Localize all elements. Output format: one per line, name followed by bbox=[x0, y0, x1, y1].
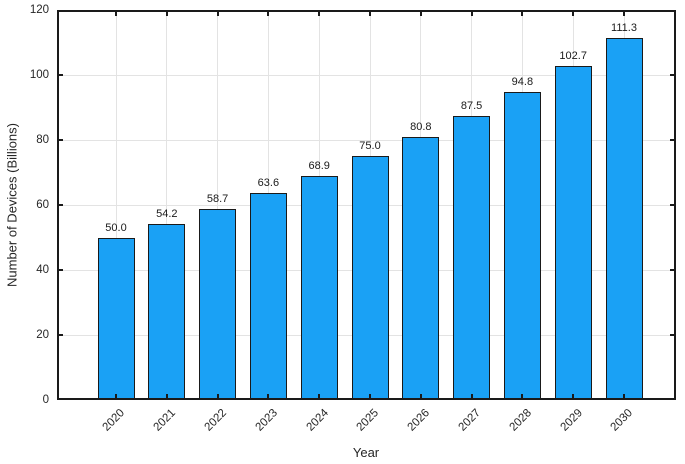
bar-value-label: 68.9 bbox=[308, 160, 330, 173]
x-axis-tick-bottom bbox=[521, 394, 524, 400]
bar-value-label: 111.3 bbox=[611, 22, 637, 35]
plot-area: 50.0 54.2 58.7 63.6 68.9 75.0 80.8 87.5 94.8 102.… bbox=[57, 10, 676, 400]
x-axis-tick-bottom bbox=[115, 394, 117, 400]
y-axis-tick-left bbox=[57, 334, 63, 336]
y-axis-tick-left bbox=[57, 204, 63, 206]
x-tick-label: 2029 bbox=[558, 407, 585, 434]
x-axis-tick-top bbox=[216, 10, 219, 16]
x-tick-label: 2025 bbox=[354, 407, 382, 434]
y-axis-tick-left bbox=[57, 139, 63, 141]
bar bbox=[503, 91, 541, 400]
x-tick-label: 2024 bbox=[304, 407, 331, 434]
bar bbox=[554, 66, 592, 400]
x-tick-label: 2020 bbox=[100, 407, 128, 434]
vertical-gridline bbox=[115, 10, 117, 400]
x-axis-tick-top bbox=[267, 10, 270, 16]
x-axis-tick-top bbox=[623, 10, 625, 16]
x-axis-tick-bottom bbox=[165, 394, 168, 400]
x-axis-tick-bottom bbox=[419, 394, 422, 400]
bar-value-label: 63.6 bbox=[257, 177, 280, 190]
y-axis-tick-right bbox=[670, 334, 676, 336]
bar bbox=[199, 209, 237, 400]
bar bbox=[148, 223, 186, 400]
x-axis-title: Year bbox=[352, 445, 380, 460]
x-tick-label: 2027 bbox=[456, 407, 484, 434]
x-axis-tick-bottom bbox=[267, 394, 270, 400]
bar-value-label: 87.5 bbox=[460, 99, 483, 112]
vertical-gridline bbox=[166, 10, 168, 400]
bar bbox=[300, 176, 338, 400]
y-axis-tick-right bbox=[670, 204, 676, 206]
y-axis-tick-right bbox=[670, 74, 676, 76]
y-tick-label: 60 bbox=[36, 199, 49, 211]
bar bbox=[351, 156, 389, 400]
x-axis-tick-top bbox=[318, 10, 321, 16]
x-axis-tick-bottom bbox=[470, 394, 473, 400]
x-axis-tick-bottom bbox=[623, 394, 625, 400]
bar-value-label: 58.7 bbox=[206, 193, 229, 206]
bar bbox=[249, 193, 287, 400]
y-axis-tick-left bbox=[57, 269, 63, 271]
bar bbox=[402, 137, 440, 400]
x-tick-label: 2028 bbox=[507, 407, 534, 434]
vertical-gridline bbox=[217, 10, 219, 400]
x-axis-tick-bottom bbox=[216, 394, 219, 400]
horizontal-gridline bbox=[57, 139, 676, 141]
y-axis-tick-right bbox=[670, 139, 676, 141]
x-axis-tick-top bbox=[419, 10, 422, 16]
x-axis-tick-top bbox=[470, 10, 473, 16]
horizontal-gridline bbox=[57, 74, 676, 76]
x-axis-tick-bottom bbox=[572, 394, 575, 400]
y-tick-label: 120 bbox=[29, 4, 49, 16]
bar-value-label: 102.7 bbox=[559, 50, 587, 63]
y-axis-tick-right bbox=[670, 269, 676, 271]
x-axis-tick-top bbox=[165, 10, 168, 16]
x-axis-tick-top bbox=[521, 10, 524, 16]
bar-value-label: 75.0 bbox=[359, 140, 381, 153]
y-tick-label: 0 bbox=[42, 394, 49, 406]
x-tick-label: 2022 bbox=[202, 407, 230, 434]
bar-value-label: 80.8 bbox=[410, 121, 432, 134]
x-tick-label: 2021 bbox=[151, 407, 179, 434]
y-tick-label: 100 bbox=[29, 69, 49, 81]
x-axis-tick-top bbox=[369, 10, 371, 16]
x-tick-label: 2026 bbox=[405, 407, 433, 434]
bar-value-label: 54.2 bbox=[156, 207, 178, 220]
y-axis-tick-left bbox=[57, 74, 63, 76]
bar bbox=[453, 115, 491, 400]
y-tick-label: 80 bbox=[36, 134, 49, 146]
bar bbox=[605, 38, 643, 400]
x-axis-tick-bottom bbox=[369, 394, 371, 400]
y-tick-label: 20 bbox=[36, 329, 49, 341]
x-axis-tick-top bbox=[572, 10, 575, 16]
bar-value-label: 50.0 bbox=[105, 221, 127, 234]
x-tick-label: 2030 bbox=[608, 407, 636, 434]
bar-value-label: 94.8 bbox=[511, 75, 534, 88]
x-tick-label: 2023 bbox=[253, 407, 280, 434]
y-tick-label: 40 bbox=[36, 264, 49, 276]
x-axis-tick-bottom bbox=[318, 394, 321, 400]
x-axis-tick-top bbox=[115, 10, 117, 16]
bar bbox=[97, 237, 135, 400]
